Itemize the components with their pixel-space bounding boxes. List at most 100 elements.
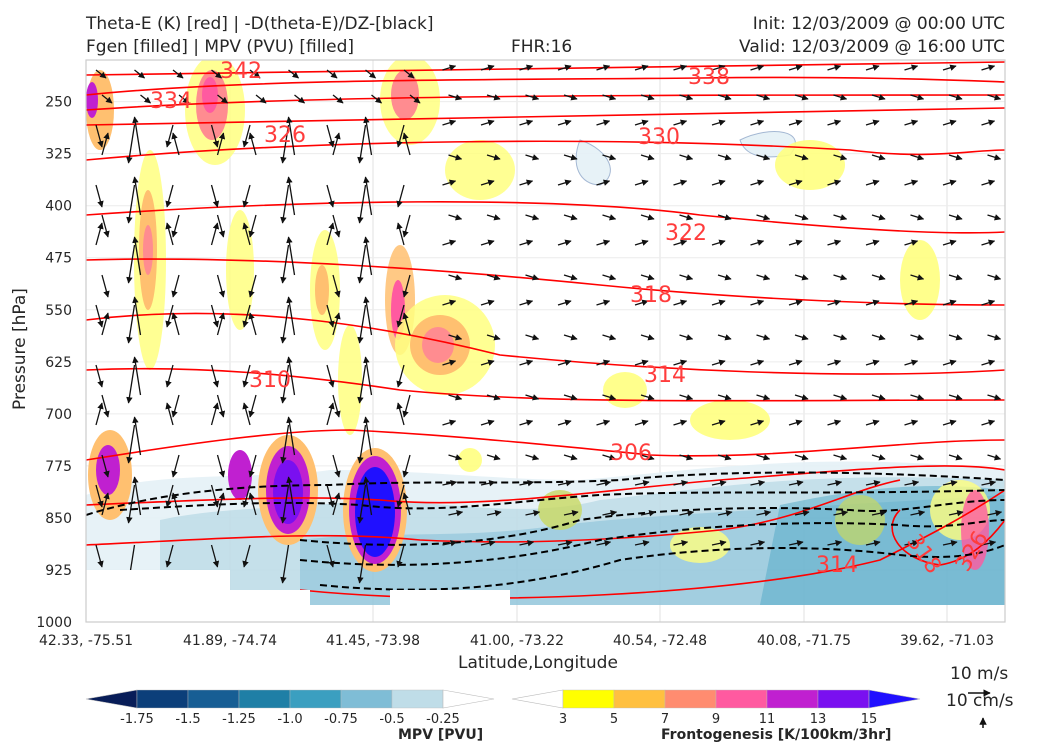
wind-vector: [557, 480, 573, 487]
wind-vector: [132, 476, 142, 516]
contour-label-334: 334: [150, 89, 192, 114]
wind-vector: [525, 510, 541, 517]
wind-vector: [101, 94, 113, 104]
wind-vector: [673, 239, 688, 246]
wind-vector: [216, 394, 226, 418]
wind-vector: [525, 274, 540, 281]
wind-vector: [332, 94, 344, 104]
wind-vector: [332, 274, 341, 298]
wind-vector: [286, 416, 296, 456]
colorbar-tick-label: 13: [810, 712, 827, 727]
wind-vector: [365, 69, 377, 79]
colorbar-segment: [817, 689, 870, 709]
wind-vector: [95, 184, 104, 208]
wind-vector: [402, 394, 411, 418]
x-axis-label: Latitude,Longitude: [458, 653, 618, 673]
y-tick-label: 700: [45, 407, 72, 423]
wind-vector: [480, 119, 495, 126]
wind-vector: [865, 419, 880, 426]
wind-vector: [717, 214, 732, 221]
wind-vector: [357, 124, 367, 164]
wind-vector: [827, 239, 842, 246]
wind-vector: [525, 214, 540, 221]
vector-key-horizontal-label: 10 m/s: [950, 664, 1009, 684]
wind-vector: [95, 69, 107, 79]
wind-vector: [248, 454, 257, 478]
colorbar-tick-label: -1.5: [175, 712, 200, 727]
wind-vector: [794, 394, 809, 401]
wind-vector: [95, 124, 104, 148]
wind-vector: [525, 454, 540, 461]
wind-vector: [602, 334, 617, 341]
wind-vector: [634, 64, 649, 71]
colorbar-tick-label: -1.75: [120, 712, 154, 727]
wind-vector: [634, 480, 650, 487]
wind-vector: [210, 222, 220, 246]
colorbar-segment: [289, 689, 342, 709]
y-tick-label: 625: [45, 355, 72, 371]
wind-vector: [717, 454, 732, 461]
wind-vector: [596, 480, 612, 487]
chart-title-line2: Fgen [filled] | MPV (PVU) [filled]: [86, 37, 355, 57]
wind-vector: [942, 179, 957, 186]
wind-vector: [172, 69, 184, 79]
wind-vector: [357, 484, 367, 524]
wind-vector: [679, 154, 694, 161]
wind-vector: [827, 179, 842, 186]
wind-vector: [711, 359, 726, 366]
wind-vector: [788, 299, 803, 306]
wind-vector: [326, 402, 335, 426]
wind-vector: [280, 364, 290, 404]
y-tick-label: 250: [45, 95, 72, 111]
wind-vector: [132, 116, 142, 156]
wind-vector: [242, 544, 251, 568]
wind-vector: [132, 416, 142, 456]
wind-vector: [486, 394, 501, 401]
wind-vector: [486, 154, 501, 161]
wind-vector: [679, 334, 694, 341]
wind-vectors: [95, 64, 1003, 584]
wind-vector: [833, 510, 849, 517]
wind-vector: [448, 94, 463, 101]
wind-vector: [402, 132, 411, 156]
wind-vector: [942, 419, 957, 426]
wind-vector: [294, 94, 306, 104]
wind-vector: [640, 510, 656, 517]
wind-vector: [210, 544, 220, 568]
wind-vector: [981, 419, 996, 426]
wind-vector: [557, 540, 573, 547]
wind-vector: [981, 299, 996, 306]
wind-vector: [165, 304, 174, 328]
wind-vector: [679, 510, 695, 517]
wind-vector: [171, 214, 180, 238]
wind-vector: [827, 359, 842, 366]
wind-vector: [519, 540, 535, 547]
wind-vector: [480, 299, 495, 306]
wind-vector: [242, 484, 251, 508]
wind-vector: [596, 239, 611, 246]
wind-vector: [519, 239, 534, 246]
wind-vector: [248, 312, 257, 336]
wind-vector: [480, 239, 495, 246]
wind-vector: [216, 492, 226, 516]
wind-vector: [409, 94, 421, 104]
wind-vector: [165, 184, 174, 208]
wind-vector: [948, 274, 963, 281]
wind-vector: [596, 64, 611, 71]
wind-vector: [332, 454, 341, 478]
wind-vector: [217, 94, 229, 104]
wind-vector: [248, 492, 257, 516]
wind-vector: [904, 64, 919, 71]
wind-vector: [403, 69, 415, 79]
wind-vector: [596, 299, 611, 306]
wind-vector: [987, 334, 1002, 341]
wind-vector: [717, 274, 732, 281]
wind-vector: [171, 492, 180, 516]
wind-vector: [557, 239, 572, 246]
colorbar-segment: [511, 689, 564, 709]
colorbar-segment: [868, 689, 921, 709]
wind-vector: [280, 184, 290, 224]
wind-vector: [248, 214, 257, 238]
wind-vector: [396, 364, 405, 388]
wind-vector: [563, 394, 578, 401]
